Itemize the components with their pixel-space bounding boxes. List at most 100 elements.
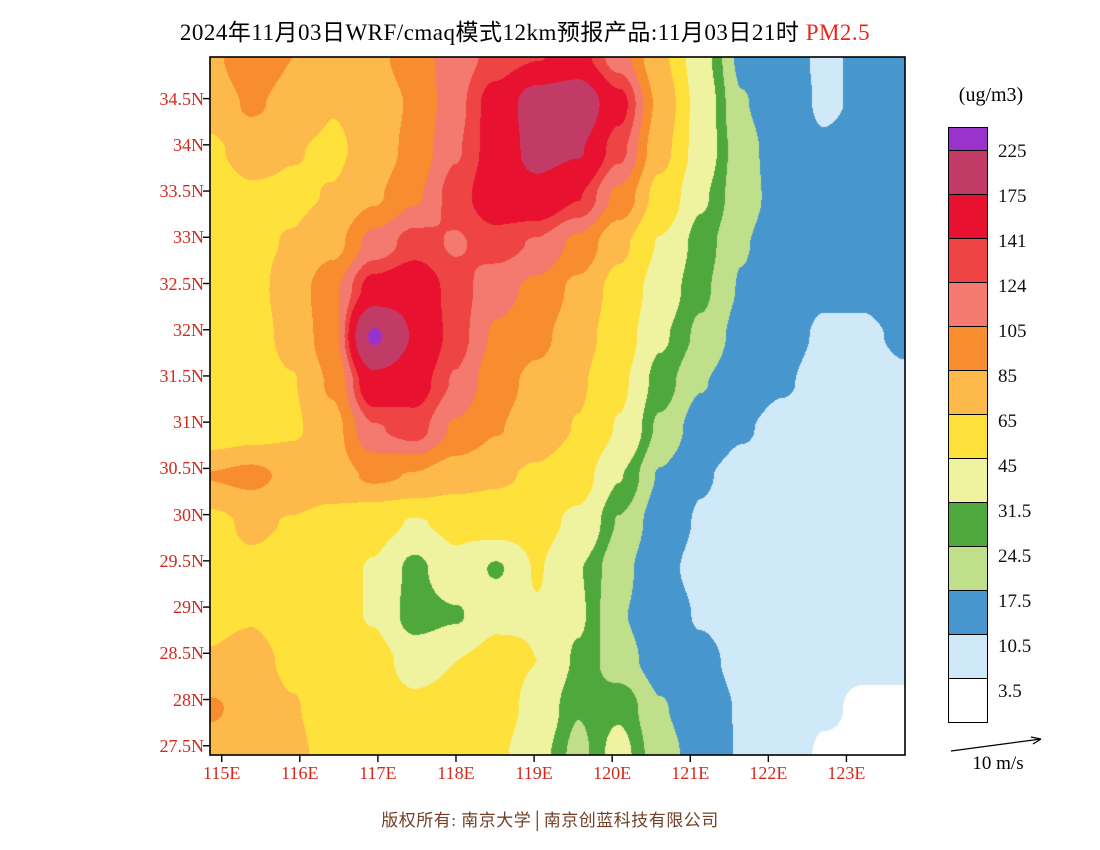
wind-vector-icon bbox=[598, 63, 618, 86]
wind-vector-icon bbox=[606, 376, 611, 381]
wind-vector-icon bbox=[260, 718, 272, 725]
wind-vector-icon bbox=[637, 142, 656, 160]
wind-vector-icon bbox=[786, 483, 810, 503]
wind-vector-icon bbox=[644, 300, 649, 305]
lon-tick-label: 122E bbox=[749, 763, 788, 783]
wind-vector-icon bbox=[708, 709, 735, 733]
wind-vector-icon bbox=[568, 300, 573, 305]
wind-vector-icon bbox=[302, 223, 307, 231]
wind-vector-icon bbox=[451, 566, 461, 572]
wind-vector-icon bbox=[860, 215, 887, 240]
wind-vector-icon bbox=[452, 528, 461, 535]
wind-vector-icon bbox=[449, 681, 463, 686]
wind-vector-icon bbox=[787, 142, 808, 159]
wind-vector-icon bbox=[222, 718, 234, 725]
lon-tick-label: 118E bbox=[437, 763, 475, 783]
wind-vector-icon bbox=[338, 565, 346, 572]
boundary-line bbox=[698, 342, 764, 365]
wind-vector-icon bbox=[827, 294, 846, 311]
wind-vector-icon bbox=[378, 262, 383, 267]
station-marker-icon bbox=[562, 292, 572, 302]
wind-vector-icon bbox=[412, 681, 423, 686]
wind-vector-icon bbox=[264, 490, 269, 495]
lat-tick-label: 29.5N bbox=[159, 550, 205, 571]
wind-vector-icon bbox=[492, 185, 497, 193]
wind-vector-icon bbox=[414, 529, 422, 534]
boundary-line bbox=[768, 496, 798, 512]
wind-vector-icon bbox=[752, 601, 767, 612]
wind-vector-icon bbox=[785, 519, 811, 543]
wind-vector-icon bbox=[785, 709, 812, 734]
wind-vector-icon bbox=[226, 490, 231, 495]
wind-vector-icon bbox=[340, 452, 345, 457]
wind-vector-icon bbox=[567, 224, 573, 229]
wind-vector-icon bbox=[682, 490, 687, 495]
wind-vector-icon bbox=[825, 369, 847, 389]
boundary-line bbox=[327, 57, 518, 117]
lon-tick-label: 123E bbox=[827, 763, 866, 783]
wind-vector-icon bbox=[827, 637, 845, 654]
wind-vector-icon bbox=[716, 640, 728, 651]
wind-vector-icon bbox=[416, 300, 421, 305]
lat-tick-label: 29N bbox=[173, 597, 204, 618]
wind-vector-icon bbox=[681, 452, 687, 457]
legend-tick-label: 141 bbox=[998, 231, 1027, 252]
wind-vector-icon bbox=[340, 300, 345, 305]
wind-vector-icon bbox=[600, 106, 617, 120]
wind-vector-icon bbox=[861, 443, 886, 466]
wind-vector-icon bbox=[264, 262, 269, 268]
wind-vector-icon bbox=[338, 67, 347, 84]
wind-vector-icon bbox=[824, 482, 848, 505]
wind-vector-icon bbox=[564, 641, 576, 649]
wind-vector-icon bbox=[605, 145, 611, 158]
map-frame bbox=[209, 56, 906, 756]
wind-vector-icon bbox=[746, 443, 773, 467]
wind-vector-icon bbox=[827, 105, 846, 122]
lat-tick-label: 28N bbox=[173, 689, 204, 710]
wind-vector-icon bbox=[262, 67, 268, 84]
wind-vector-icon bbox=[264, 452, 269, 457]
boundary-line bbox=[686, 348, 792, 445]
wind-vector-icon bbox=[416, 338, 422, 343]
lat-tick-label: 30N bbox=[173, 504, 204, 525]
wind-vector-icon bbox=[710, 216, 734, 239]
legend-color-cell bbox=[948, 194, 988, 239]
wind-vector-icon bbox=[300, 185, 307, 193]
wind-vector-icon bbox=[453, 145, 459, 157]
wind-vector-icon bbox=[264, 338, 269, 343]
wind-vector-icon bbox=[452, 107, 459, 119]
wind-vector-icon bbox=[715, 529, 729, 534]
wind-vector-icon bbox=[673, 716, 695, 726]
wind-vector-icon bbox=[301, 107, 307, 119]
wind-vector-icon bbox=[259, 602, 273, 611]
wind-vector-icon bbox=[454, 224, 459, 229]
station-marker-icon bbox=[606, 486, 616, 496]
wind-vector-icon bbox=[568, 338, 573, 343]
station-marker-icon bbox=[722, 396, 732, 406]
wind-vector-icon bbox=[414, 106, 422, 120]
wind-vector-icon bbox=[412, 604, 424, 611]
legend-color-cell bbox=[948, 370, 988, 415]
wind-vector-icon bbox=[489, 642, 499, 647]
wind-vector-icon bbox=[299, 643, 310, 648]
wind-vector-icon bbox=[492, 300, 497, 305]
wind-vector-icon bbox=[564, 528, 576, 534]
legend-tick-label: 17.5 bbox=[998, 591, 1032, 612]
wind-vector-icon bbox=[786, 560, 810, 579]
legend-tick-label: 65 bbox=[998, 411, 1017, 432]
wind-vector-icon bbox=[789, 180, 807, 198]
boundary-line bbox=[636, 445, 792, 755]
wind-vector-icon bbox=[451, 603, 462, 612]
wind-vector-icon bbox=[641, 185, 651, 193]
boundary-line bbox=[472, 427, 609, 487]
boundary-line bbox=[476, 186, 523, 226]
wind-vector-icon bbox=[824, 670, 849, 697]
color-legend bbox=[948, 127, 988, 723]
wind-vector-icon bbox=[644, 414, 650, 419]
wind-vector-icon bbox=[301, 145, 307, 158]
wind-vector-icon bbox=[336, 605, 348, 610]
wind-vector-icon bbox=[225, 376, 231, 381]
station-marker-icon bbox=[606, 604, 616, 614]
wind-vector-icon bbox=[605, 185, 611, 194]
wind-vector-icon bbox=[567, 146, 572, 156]
